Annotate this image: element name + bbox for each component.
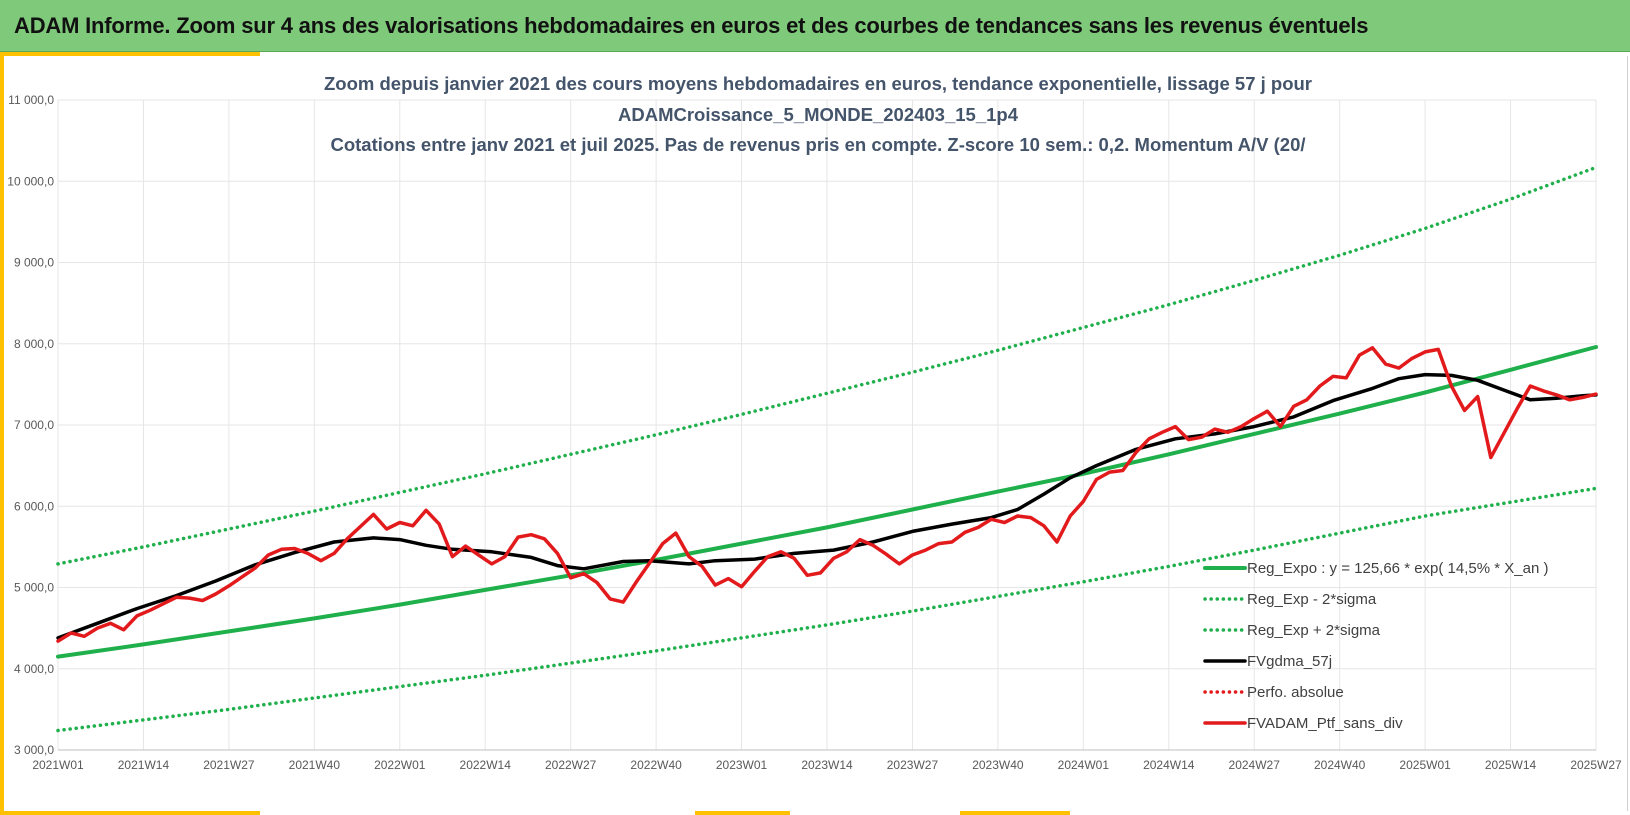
x-tick-label: 2021W27 bbox=[203, 758, 255, 772]
y-tick-label: 9 000,0 bbox=[14, 256, 54, 270]
x-tick-label: 2024W27 bbox=[1229, 758, 1281, 772]
x-tick-label: 2025W14 bbox=[1485, 758, 1537, 772]
x-axis-ticks: 2021W01 2021W14 2021W27 2021W40 2022W01 2022W… bbox=[32, 758, 1622, 772]
x-tick-label: 2021W40 bbox=[289, 758, 341, 772]
legend-label-perfo-absolue: Perfo. absolue bbox=[1247, 684, 1344, 701]
x-tick-label: 2023W01 bbox=[716, 758, 768, 772]
x-tick-label: 2024W40 bbox=[1314, 758, 1366, 772]
gridlines bbox=[57, 99, 1597, 751]
legend-label-reg-expo: Reg_Expo : y = 125,66 * exp( 14,5% * X_a… bbox=[1247, 560, 1548, 577]
series-line-reg-exp-plus-2-sigma bbox=[56, 165, 1598, 566]
x-tick-label: 2025W01 bbox=[1399, 758, 1451, 772]
x-tick-label: 2024W14 bbox=[1143, 758, 1195, 772]
accent-bar-bottom bbox=[695, 811, 790, 815]
legend-label-fvgdma-57j: FVgdma_57j bbox=[1247, 653, 1332, 670]
x-tick-label: 2022W14 bbox=[460, 758, 512, 772]
x-tick-label: 2023W40 bbox=[972, 758, 1024, 772]
series-line-reg-exp-minus-2-sigma bbox=[56, 486, 1598, 733]
y-tick-label: 11 000,0 bbox=[8, 93, 54, 107]
y-tick-label: 7 000,0 bbox=[14, 418, 54, 432]
x-tick-label: 2023W27 bbox=[887, 758, 939, 772]
report-banner: ADAM Informe. Zoom sur 4 ans des valoris… bbox=[0, 0, 1630, 52]
y-tick-label: 4 000,0 bbox=[14, 662, 54, 676]
series-line-reg-expo bbox=[56, 345, 1598, 659]
series-line-fvgdma-57j bbox=[56, 372, 1598, 640]
y-tick-label: 6 000,0 bbox=[14, 499, 54, 513]
y-tick-label: 8 000,0 bbox=[14, 337, 54, 351]
x-tick-label: 2022W27 bbox=[545, 758, 597, 772]
x-tick-label: 2021W01 bbox=[32, 758, 84, 772]
chart-title-line-2: ADAMCroissance_5_MONDE_202403_15_1p4 bbox=[618, 104, 1019, 125]
x-tick-label: 2022W40 bbox=[630, 758, 682, 772]
y-axis-ticks: 3 000,0 4 000,0 5 000,0 6 000,0 7 000,0 8 000… bbox=[7, 93, 54, 757]
x-tick-label: 2025W27 bbox=[1570, 758, 1622, 772]
legend-label-fvadam-ptf: FVADAM_Ptf_sans_div bbox=[1247, 715, 1403, 732]
chart-title: Zoom depuis janvier 2021 des cours moyen… bbox=[324, 73, 1312, 155]
accent-bar-top bbox=[4, 52, 260, 56]
series-lines bbox=[56, 165, 1598, 733]
x-tick-label: 2022W01 bbox=[374, 758, 426, 772]
chart-title-line-1: Zoom depuis janvier 2021 des cours moyen… bbox=[324, 73, 1312, 94]
y-tick-label: 3 000,0 bbox=[14, 743, 54, 757]
report-title: ADAM Informe. Zoom sur 4 ans des valoris… bbox=[14, 12, 1369, 38]
series-line-fvadam-ptf bbox=[56, 346, 1598, 643]
chart-title-line-3: Cotations entre janv 2021 et juil 2025. … bbox=[330, 134, 1305, 155]
legend: Reg_Expo : y = 125,66 * exp( 14,5% * X_a… bbox=[1203, 560, 1548, 732]
y-tick-label: 5 000,0 bbox=[14, 581, 54, 595]
legend-label-reg-exp-plus-2-sigma: Reg_Exp + 2*sigma bbox=[1247, 622, 1381, 639]
chart-area bbox=[4, 56, 1628, 811]
x-tick-label: 2021W14 bbox=[118, 758, 170, 772]
accent-bar-bottom bbox=[960, 811, 1070, 815]
x-tick-label: 2023W14 bbox=[801, 758, 853, 772]
accent-bar-bottom bbox=[4, 811, 260, 815]
x-tick-label: 2024W01 bbox=[1058, 758, 1110, 772]
accent-bar-left bbox=[0, 52, 4, 815]
legend-label-reg-exp-minus-2-sigma: Reg_Exp - 2*sigma bbox=[1247, 591, 1377, 608]
y-tick-label: 10 000,0 bbox=[7, 174, 54, 188]
